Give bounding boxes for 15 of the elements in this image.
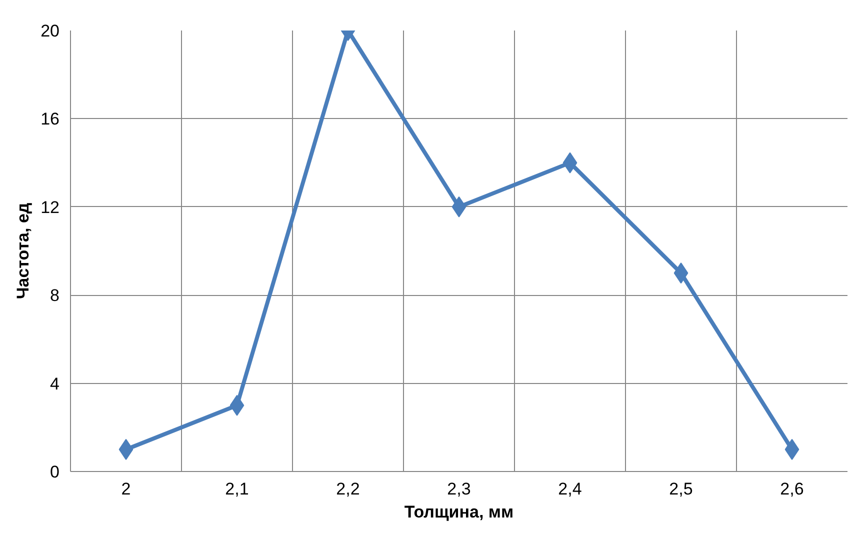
y-tick-label: 4 [50, 374, 60, 394]
x-tick-label: 2,2 [336, 480, 360, 498]
x-tick-label: 2,6 [780, 480, 804, 498]
x-tick-label: 2 [121, 480, 131, 498]
y-tick-label: 16 [40, 110, 60, 129]
y-tick-label: 12 [40, 198, 60, 217]
y-tick-label: 8 [50, 286, 60, 306]
y-tick-label: 0 [50, 462, 60, 482]
x-axis-title: Толщина, мм [404, 502, 514, 522]
x-tick-label: 2,1 [225, 480, 249, 498]
x-tick-label: 2,5 [669, 480, 693, 498]
y-axis-title: Частота, ед [14, 202, 33, 300]
x-tick-label: 2,4 [558, 480, 582, 498]
y-tick-label: 20 [40, 22, 60, 40]
x-tick-label: 2,3 [447, 480, 471, 498]
